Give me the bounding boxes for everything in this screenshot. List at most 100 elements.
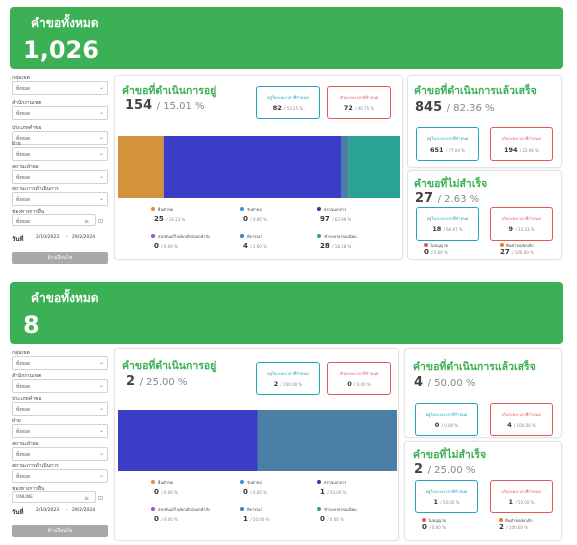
count-value: 154 bbox=[125, 98, 153, 113]
zone-group-select[interactable]: ทั้งหมด ⌄ bbox=[12, 81, 108, 95]
chevron-down-icon: ⌄ bbox=[98, 109, 104, 116]
legend-name: พิจารณา bbox=[247, 234, 263, 239]
in-progress-title: คำขอที่ดำเนินการอยู่ bbox=[122, 85, 217, 97]
count-value: 4 bbox=[414, 375, 424, 390]
legend-value: 2 / 100.00 % bbox=[499, 523, 528, 531]
num: 1 bbox=[433, 498, 439, 506]
request-type-select[interactable]: ทั้งหมด ⌄ bbox=[12, 131, 108, 145]
legend-name: ไม่อนุญาต bbox=[428, 518, 447, 523]
legend-value: 1 / 50.00 % bbox=[320, 488, 346, 496]
over-deadline-label: เกินระยะเวลาที่กำหนด bbox=[502, 216, 541, 221]
process-status-select[interactable]: ทั้งหมด ⌄ bbox=[12, 469, 108, 483]
select-value: ทั้งหมด bbox=[16, 475, 31, 480]
date-from-input[interactable]: 2/10/2023 bbox=[36, 235, 60, 240]
zone-group-select[interactable]: ทั้งหมด ⌄ bbox=[12, 356, 108, 370]
pct: / 0.00 % bbox=[441, 423, 459, 428]
completed-title: คำขอที่ดำเนินการแล้วเสร็จ bbox=[414, 85, 537, 97]
num: 18 bbox=[432, 225, 442, 233]
failed-count: 2 / 25.00 % bbox=[414, 462, 475, 477]
over-deadline-label: เกินระยะเวลาที่กำหนด bbox=[502, 412, 541, 417]
clear-icon[interactable]: ≡ bbox=[84, 495, 90, 502]
clear-filters-button[interactable]: ล้างเงื่อนไข bbox=[12, 252, 108, 264]
count-percent: / 25.00 % bbox=[427, 465, 476, 476]
legend-dot bbox=[240, 507, 244, 511]
legend-value: 0 / 0.00 % bbox=[422, 523, 446, 531]
legend-dot bbox=[424, 243, 428, 247]
legend-dot bbox=[317, 480, 321, 484]
legend-value: 0 / 0.00 % bbox=[424, 248, 448, 256]
district-office-select[interactable]: ทั้งหมด ⌄ bbox=[12, 106, 108, 120]
clear-filters-button[interactable]: ล้างเงื่อนไข bbox=[12, 525, 108, 537]
channel-select[interactable]: ONLINE bbox=[12, 491, 96, 503]
legend-value: 1 / 50.00 % bbox=[243, 515, 269, 523]
date-from-input[interactable]: 2/10/2023 bbox=[36, 508, 60, 513]
department-select[interactable]: ทั้งหมด ⌄ bbox=[12, 424, 108, 438]
pct: / 0.00 % bbox=[161, 517, 178, 522]
count-percent: / 25.00 % bbox=[139, 377, 188, 388]
pct: / 50.00 % bbox=[250, 517, 270, 522]
within-deadline-value: 651 / 77.04 % bbox=[417, 146, 478, 154]
legend-dot bbox=[151, 207, 155, 211]
num: 194 bbox=[504, 146, 518, 154]
date-separator: - bbox=[66, 508, 68, 513]
legend-value: 0 / 0.00 % bbox=[154, 515, 178, 523]
select-value: ทั้งหมด bbox=[16, 137, 31, 142]
pct: / 66.67 % bbox=[443, 227, 463, 232]
bar-segment-2 bbox=[341, 136, 349, 198]
legend-name: คืนคำขอ/ยกเลิก bbox=[506, 243, 534, 248]
banner-total: 1,026 bbox=[23, 36, 99, 64]
chevron-down-icon: ⌄ bbox=[98, 134, 104, 141]
filter-label-request-type: ประเภทคำขอ bbox=[12, 125, 42, 131]
dropdown-icon[interactable]: ⊡ bbox=[98, 218, 104, 225]
legend-dot bbox=[240, 234, 244, 238]
pct: / 100.00 % bbox=[512, 250, 534, 255]
legend-dot bbox=[151, 480, 155, 484]
filter-label-department: ฝ่าย bbox=[12, 418, 21, 424]
bar-segment-1 bbox=[163, 136, 342, 198]
date-to-input[interactable]: 29/2/2024 bbox=[72, 235, 96, 240]
total-requests-banner: คำขอทั้งหมด 1,026 bbox=[10, 7, 563, 69]
clear-icon[interactable]: ≡ bbox=[84, 218, 90, 225]
select-value: ทั้งหมด bbox=[16, 87, 31, 92]
request-type-select[interactable]: ทั้งหมด ⌄ bbox=[12, 402, 108, 416]
num: 1 bbox=[243, 515, 248, 523]
num: 0 bbox=[154, 242, 159, 250]
dropdown-icon[interactable]: ⊡ bbox=[98, 495, 104, 502]
department-select[interactable]: ทั้งหมด ⌄ bbox=[12, 147, 108, 161]
chevron-down-icon: ⌄ bbox=[98, 472, 104, 479]
channel-select[interactable]: ทั้งหมด bbox=[12, 214, 96, 226]
date-to-input[interactable]: 29/2/2024 bbox=[72, 508, 96, 513]
num: 0 bbox=[154, 515, 159, 523]
within-deadline-value: 1 / 50.00 % bbox=[416, 498, 477, 506]
bar-segment-3 bbox=[348, 136, 400, 198]
dashboard-section-all: คำขอทั้งหมด 1,026 กลุ่มเขต ทั้งหมด ⌄ สำนั… bbox=[0, 0, 577, 268]
district-office-select[interactable]: ทั้งหมด ⌄ bbox=[12, 379, 108, 393]
over-deadline-label: เกินระยะเวลาที่กำหนด bbox=[339, 371, 379, 376]
legend-dot bbox=[499, 518, 503, 522]
chevron-down-icon: ⌄ bbox=[98, 359, 104, 366]
total-requests-banner: คำขอทั้งหมด 8 bbox=[10, 282, 563, 344]
count-value: 27 bbox=[415, 191, 434, 206]
filter-label-dept-status: สถานะฝ่ายอ bbox=[12, 441, 39, 447]
within-deadline-box: อยู่ในระยะเวลาที่กำหนด 0 / 0.00 % bbox=[415, 403, 478, 436]
pct: / 50.00 % bbox=[327, 490, 347, 495]
dept-status-select[interactable]: ทั้งหมด ⌄ bbox=[12, 170, 108, 184]
over-deadline-value: 9 / 33.33 % bbox=[491, 225, 552, 233]
dept-status-select[interactable]: ทั้งหมด ⌄ bbox=[12, 447, 108, 461]
legend-name: ยื่นคำขอ bbox=[158, 480, 174, 485]
process-status-select[interactable]: ทั้งหมด ⌄ bbox=[12, 192, 108, 206]
pct: / 46.75 % bbox=[355, 106, 375, 111]
over-deadline-box: เกินระยะเวลาที่กำหนด 4 / 100.00 % bbox=[490, 403, 553, 436]
select-value: ทั้งหมด bbox=[16, 430, 31, 435]
select-value: ทั้งหมด bbox=[16, 176, 31, 181]
num: 0 bbox=[243, 215, 248, 223]
legend-value: 0 / 0.00 % bbox=[320, 515, 344, 523]
filter-label-zone-group: กลุ่มเขต bbox=[12, 75, 30, 81]
pct: / 18.18 % bbox=[332, 244, 352, 249]
legend-name: คืนคำขอ/ยกเลิก bbox=[505, 518, 533, 523]
num: 28 bbox=[320, 242, 330, 250]
chevron-down-icon: ⌄ bbox=[98, 84, 104, 91]
filter-panel: กลุ่มเขต ทั้งหมด ⌄ สำนักงานเขต ทั้งหมด ⌄ ป… bbox=[12, 349, 108, 539]
completed-card: คำขอที่ดำเนินการแล้วเสร็จ 4 / 50.00 % อย… bbox=[404, 348, 562, 438]
status-stacked-bar bbox=[118, 136, 400, 198]
